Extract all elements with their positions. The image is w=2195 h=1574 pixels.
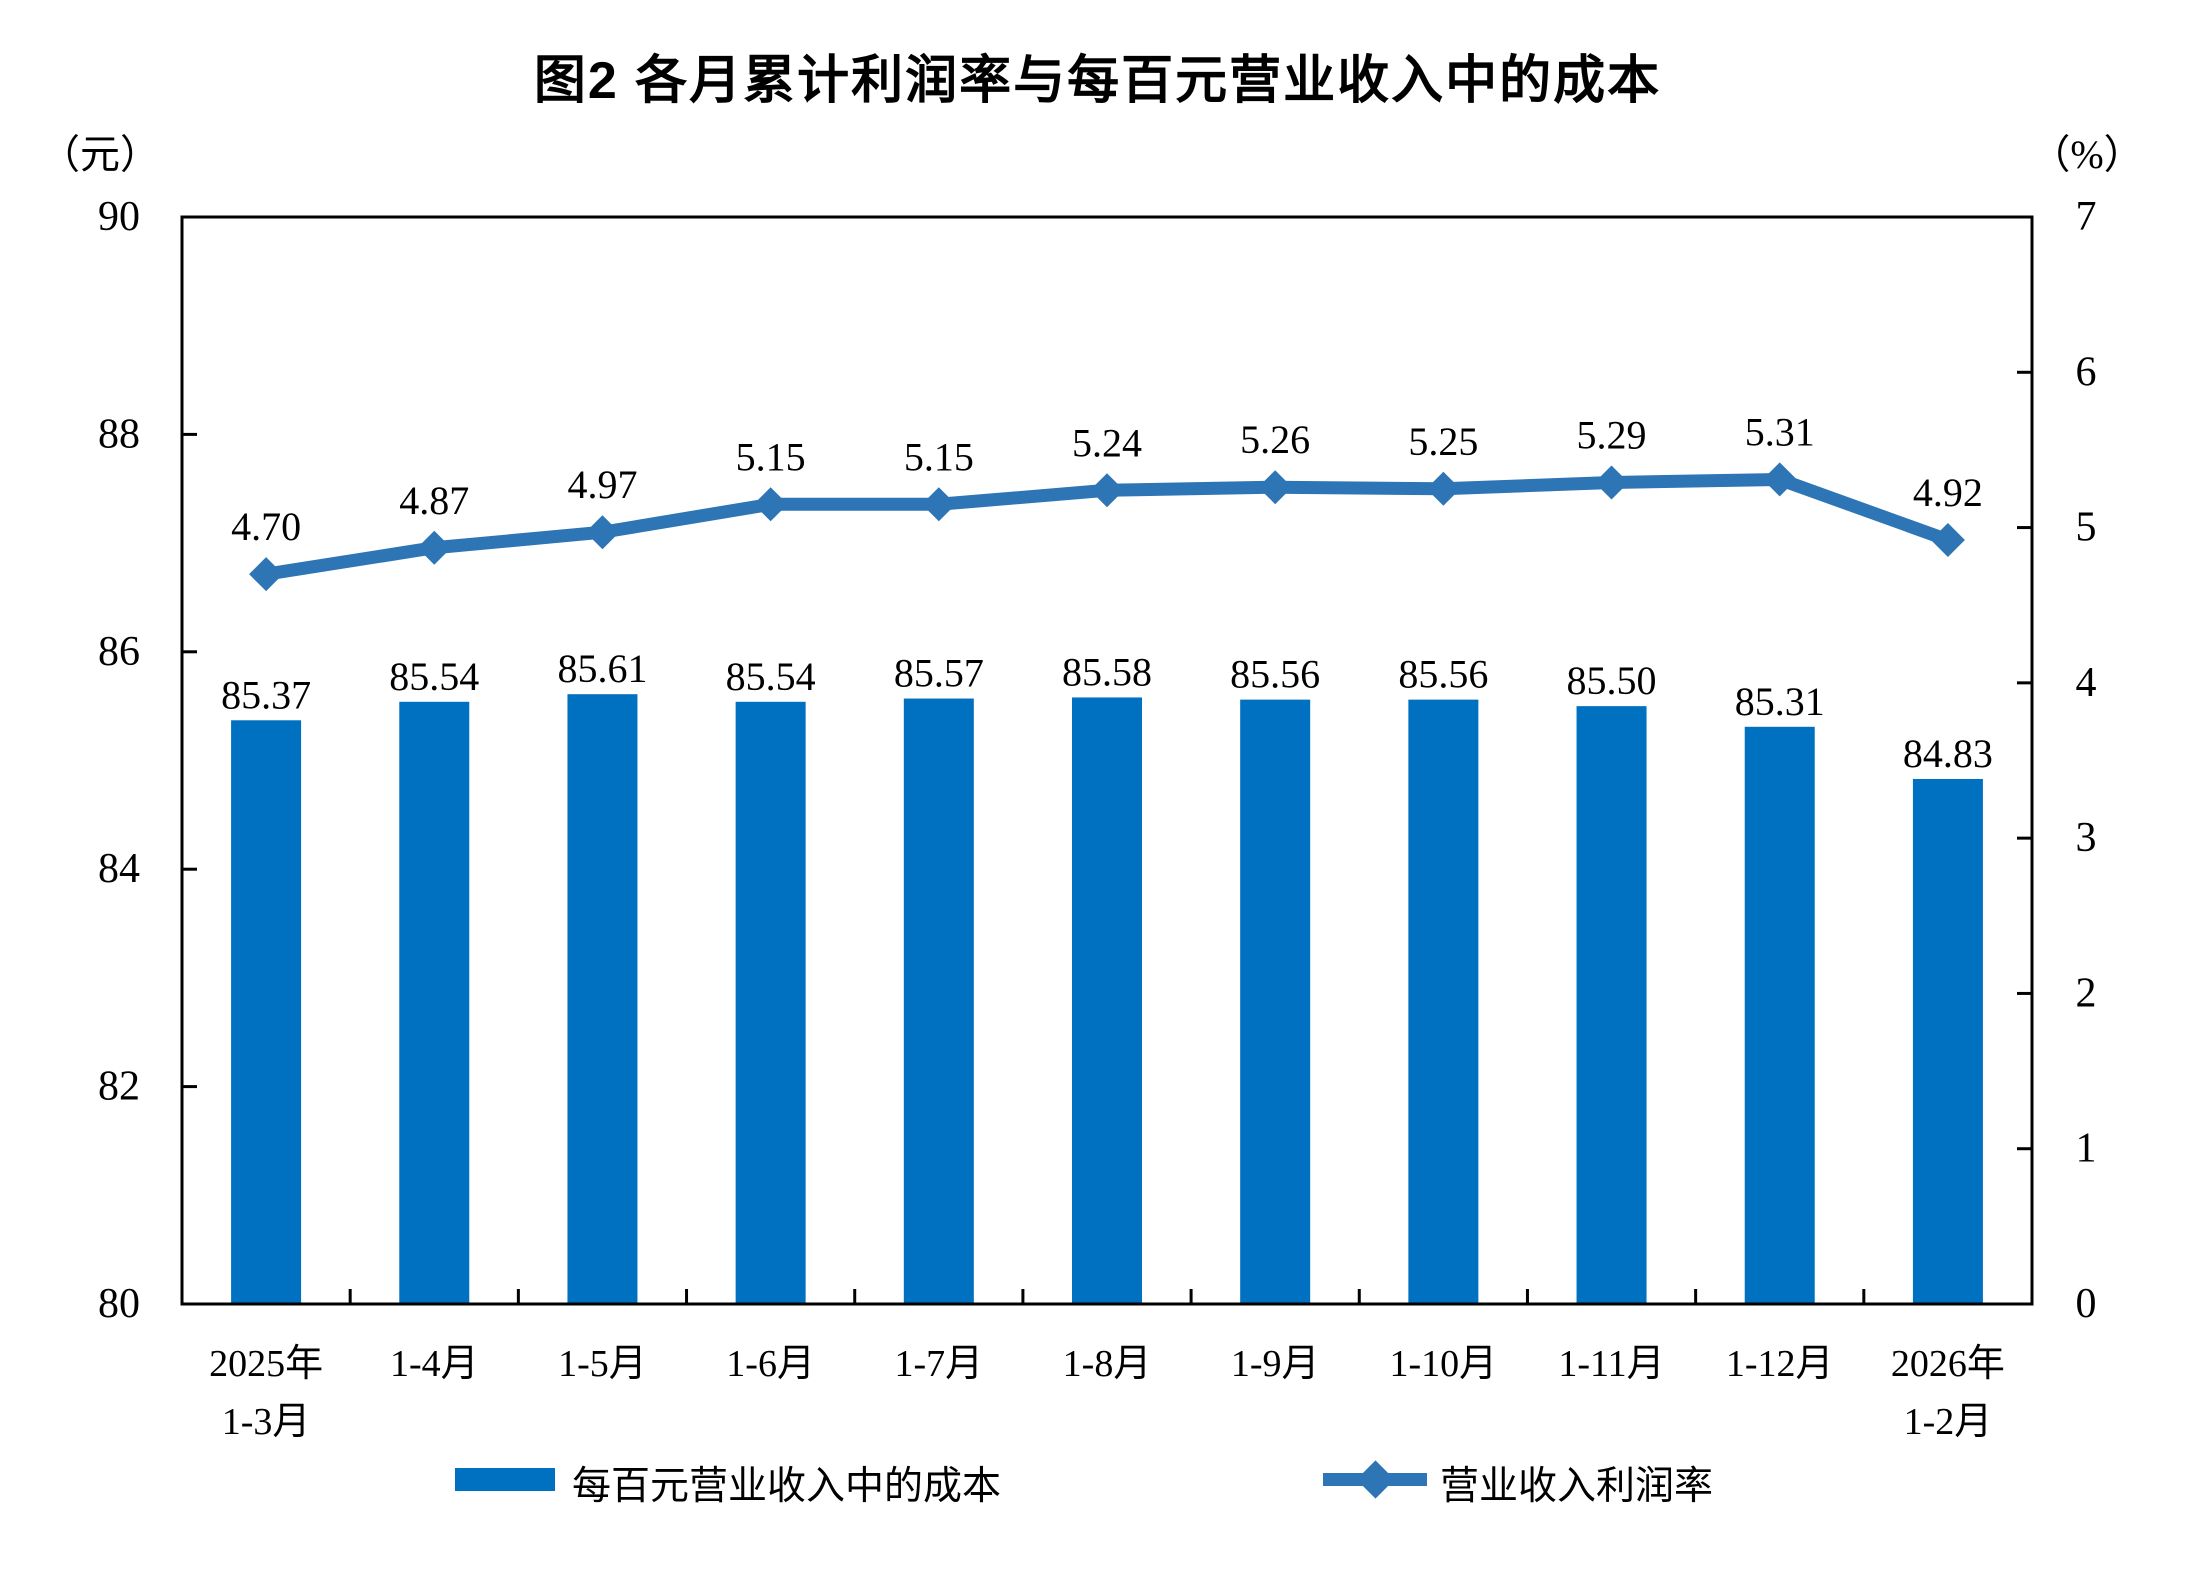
y-right-tick-label: 3 <box>2076 815 2097 861</box>
cost-bar <box>1744 726 1815 1304</box>
bar-value-label: 84.83 <box>1903 731 1993 776</box>
x-axis-category-label: 1-6月 <box>726 1343 815 1385</box>
line-value-label: 5.29 <box>1577 413 1647 458</box>
bar-value-label: 85.56 <box>1230 652 1320 697</box>
line-marker-diamond-icon <box>1258 470 1293 505</box>
line-value-label: 5.24 <box>1072 420 1142 465</box>
line-marker-diamond-icon <box>585 515 620 550</box>
line-value-label: 5.25 <box>1408 419 1478 464</box>
chart-title: 图2 各月累计利润率与每百元营业收入中的成本 <box>533 52 1662 110</box>
line-marker-diamond-icon <box>1426 471 1461 506</box>
line-marker-diamond-icon <box>1090 473 1124 508</box>
line-value-label: 4.92 <box>1913 470 1983 515</box>
x-axis-category-label: 2026年 <box>1891 1343 2005 1385</box>
line-marker-diamond-icon <box>1594 465 1629 500</box>
legend-label-cost: 每百元营业收入中的成本 <box>572 1465 1002 1508</box>
line-marker-diamond-icon <box>1930 522 1965 557</box>
bar-value-label: 85.56 <box>1398 652 1488 697</box>
cost-bar <box>231 720 302 1304</box>
y-right-tick-label: 0 <box>2076 1281 2097 1327</box>
y-right-tick-label: 6 <box>2076 349 2097 395</box>
line-value-label: 4.97 <box>567 462 637 507</box>
y-right-tick-label: 2 <box>2076 970 2097 1016</box>
line-value-label: 4.87 <box>399 478 469 523</box>
x-axis-category-label: 1-7月 <box>894 1343 983 1385</box>
legend-bar-swatch <box>455 1468 555 1491</box>
line-value-label: 5.26 <box>1240 417 1310 462</box>
plot-border <box>180 215 2034 1306</box>
legend-label-margin: 营业收入利润率 <box>1440 1465 1714 1508</box>
x-axis-category-label: 2025年 <box>209 1343 323 1385</box>
y-left-tick-label: 90 <box>98 194 140 240</box>
x-axis-category-label: 1-3月 <box>222 1401 311 1443</box>
cost-bar <box>735 701 806 1304</box>
x-axis-category-label: 1-8月 <box>1063 1343 1152 1385</box>
bar-value-label: 85.54 <box>389 654 479 699</box>
left-axis-unit-label: （元） <box>40 132 160 177</box>
y-right-tick-label: 4 <box>2076 660 2097 706</box>
y-left-tick-label: 80 <box>98 1281 140 1327</box>
x-axis-category-label: 1-10月 <box>1390 1343 1498 1385</box>
line-marker-diamond-icon <box>1762 462 1797 497</box>
x-axis-category-label: 1-4月 <box>390 1343 479 1385</box>
y-left-tick-label: 82 <box>98 1064 140 1110</box>
y-left-tick-label: 86 <box>98 629 140 675</box>
cost-bar <box>903 698 974 1304</box>
bar-value-label: 85.58 <box>1062 649 1152 694</box>
x-axis-category-label: 1-2月 <box>1904 1401 1993 1443</box>
y-right-tick-label: 1 <box>2076 1126 2097 1172</box>
cost-bar <box>1576 706 1647 1304</box>
cost-bar <box>1072 697 1142 1304</box>
y-right-tick-label: 7 <box>2076 194 2097 240</box>
cost-bar <box>1408 699 1479 1304</box>
bar-value-label: 85.31 <box>1735 679 1825 724</box>
line-value-label: 4.70 <box>231 504 301 549</box>
line-marker-diamond-icon <box>249 557 284 592</box>
line-value-label: 5.15 <box>904 434 974 479</box>
bar-value-label: 85.37 <box>221 672 311 717</box>
bar-value-label: 85.57 <box>894 651 984 696</box>
bar-value-label: 85.50 <box>1567 658 1657 703</box>
line-marker-diamond-icon <box>753 487 788 522</box>
right-axis-unit-label: （%） <box>2030 132 2144 177</box>
y-left-tick-label: 88 <box>98 411 140 457</box>
line-value-label: 5.15 <box>736 434 806 479</box>
cost-bar <box>1912 778 1983 1304</box>
bar-value-label: 85.54 <box>726 654 816 699</box>
x-axis-category-label: 1-9月 <box>1231 1343 1320 1385</box>
line-value-label: 5.31 <box>1745 409 1815 454</box>
y-right-tick-label: 5 <box>2076 505 2097 551</box>
x-axis-category-label: 1-12月 <box>1726 1343 1834 1385</box>
y-left-tick-label: 84 <box>98 846 140 892</box>
x-axis-category-label: 1-5月 <box>558 1343 647 1385</box>
cost-bar <box>567 694 638 1304</box>
bar-value-label: 85.61 <box>557 646 647 691</box>
x-axis-category-label: 1-11月 <box>1558 1343 1664 1385</box>
cost-bar <box>399 701 470 1304</box>
line-marker-diamond-icon <box>921 487 956 522</box>
cost-bar <box>1240 699 1311 1304</box>
line-marker-diamond-icon <box>417 530 452 565</box>
